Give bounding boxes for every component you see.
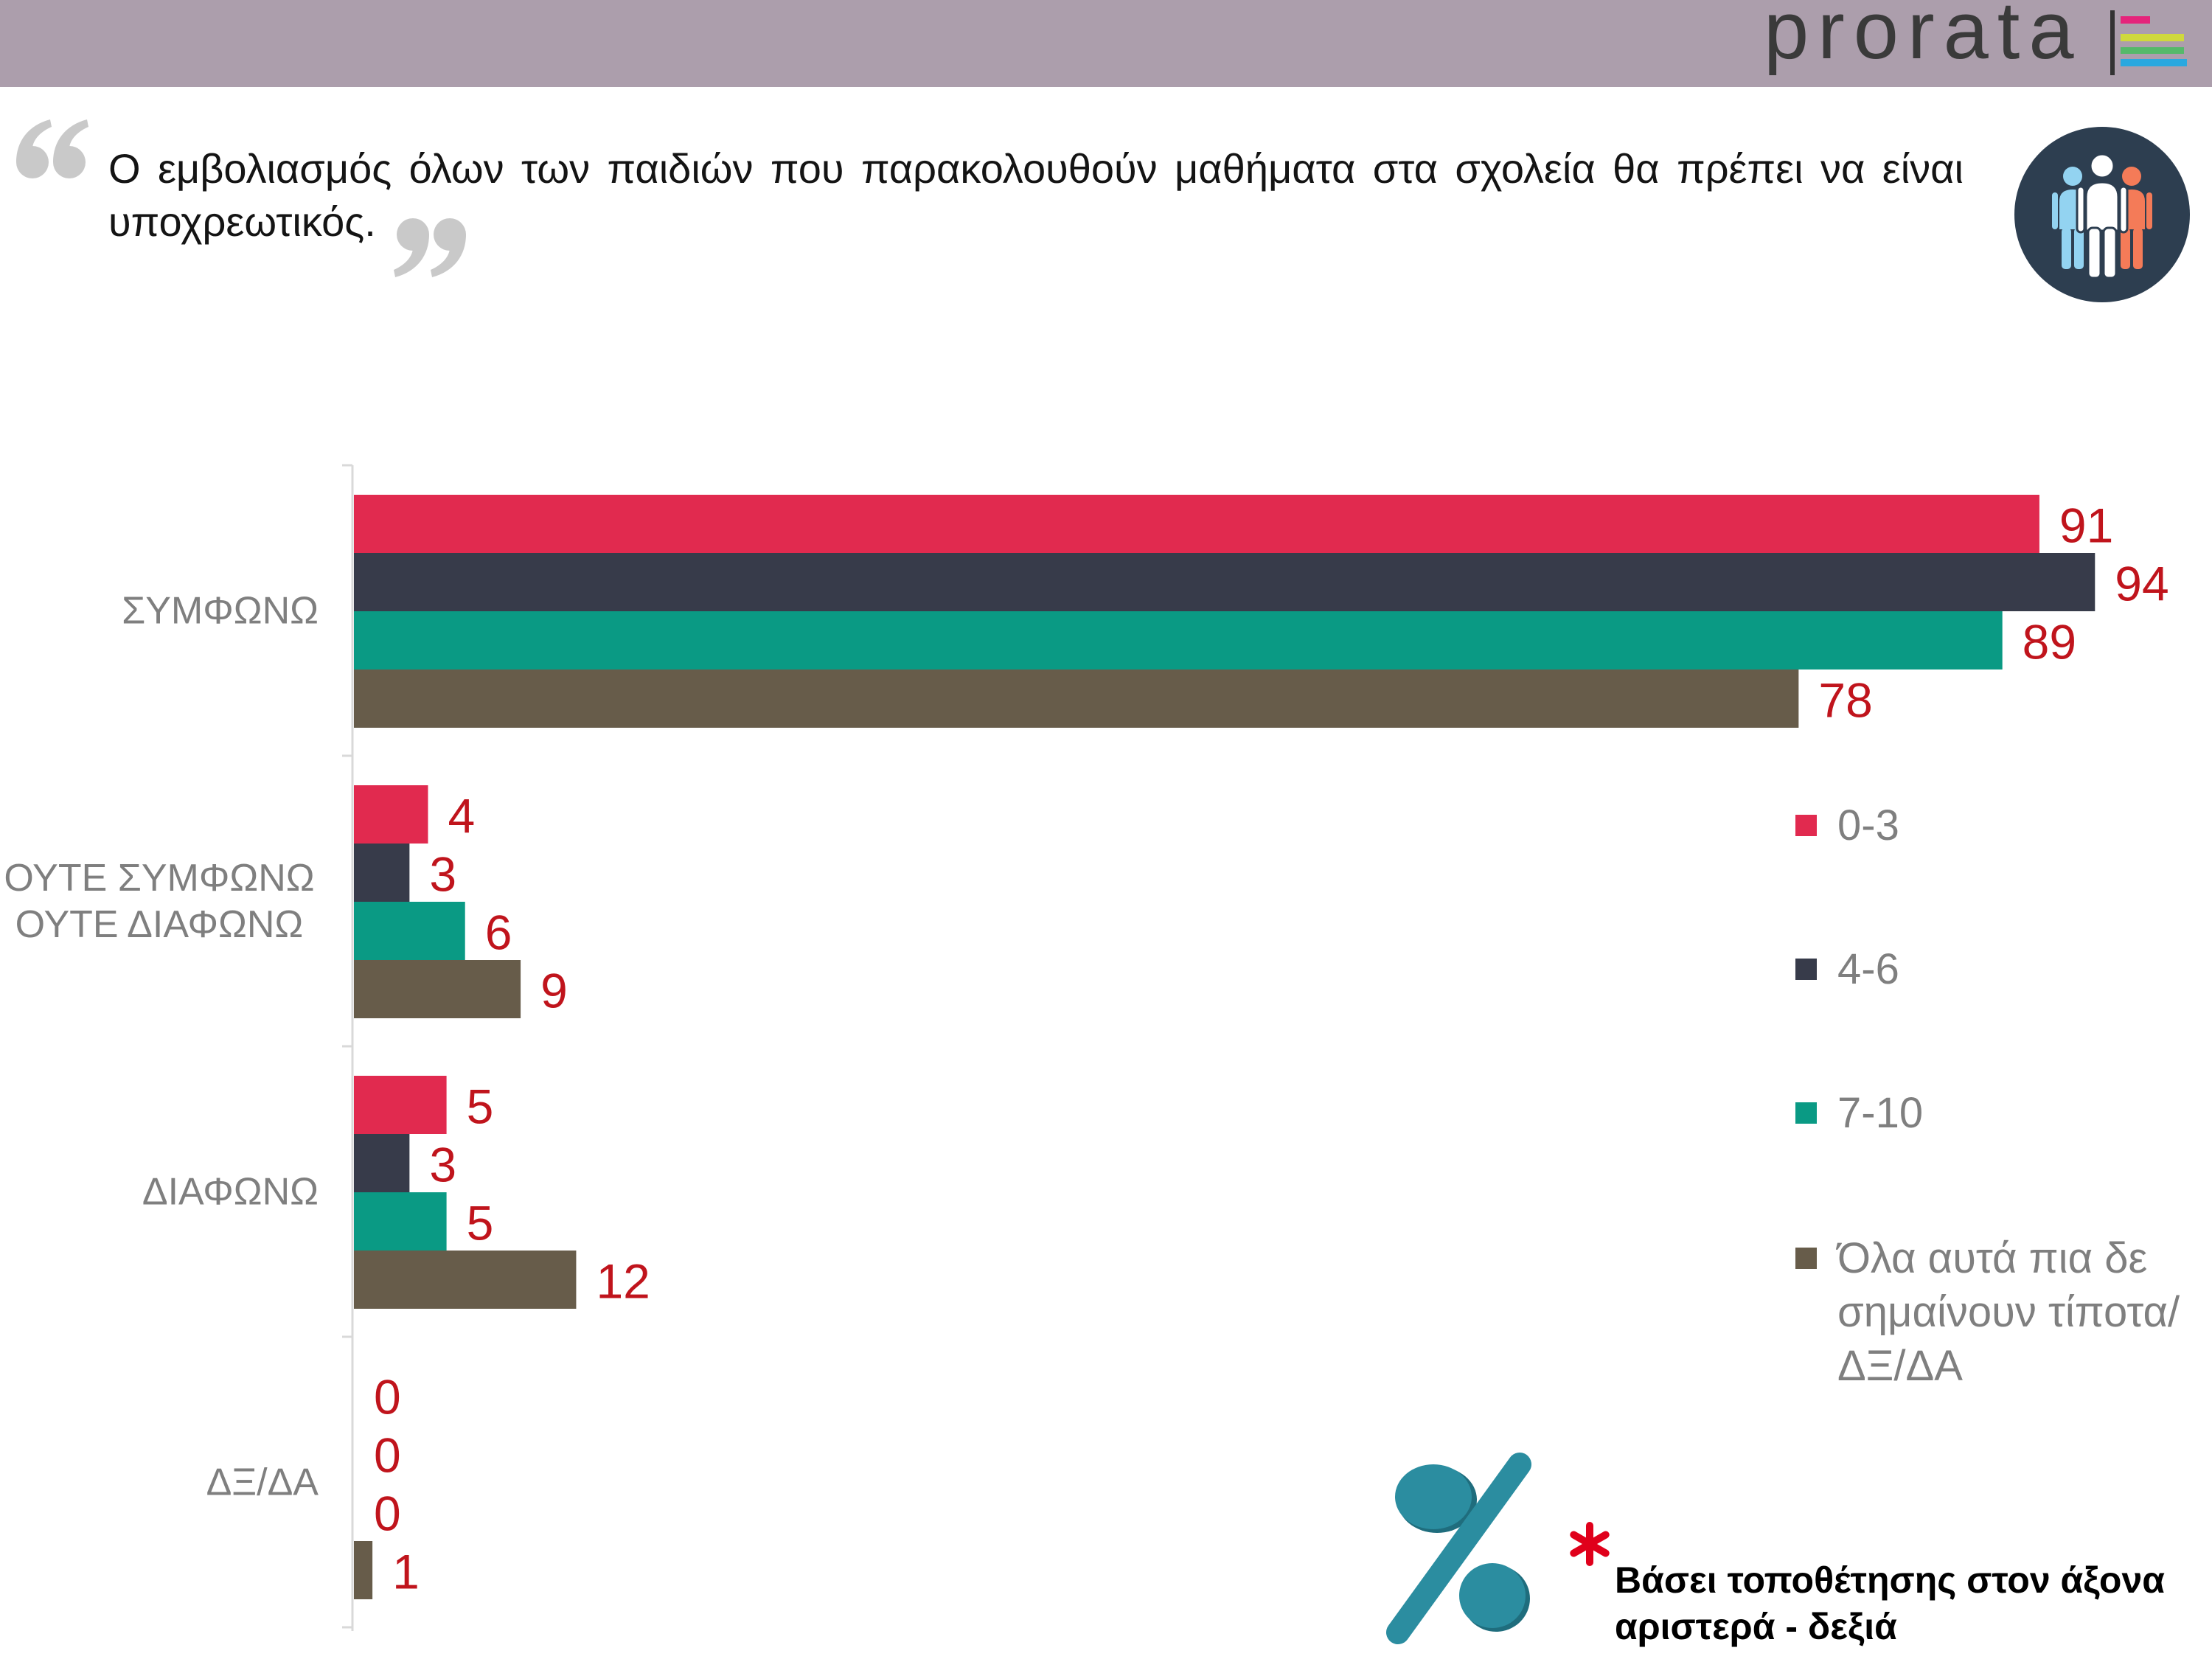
legend-swatch-2 — [1795, 959, 1817, 980]
footnote-text: Βάσει τοποθέτησης στον άξονα αριστερά - … — [1615, 1559, 2165, 1647]
data-label-series-2-category-3: 3 — [429, 1138, 456, 1192]
bar-series-2-category-2 — [354, 844, 410, 902]
category-label-4: ΔΞ/ΔΑ — [206, 1461, 319, 1504]
data-label-series-2-category-2: 3 — [429, 847, 456, 902]
legend-label-2: 4-6 — [1837, 945, 1899, 993]
logo-text: prorata — [1764, 0, 2083, 76]
bar-series-1-category-1 — [354, 495, 2039, 553]
category-label-2: ΟΥΤΕ ΣΥΜΦΩΝΩ ΟΥΤΕ ΔΙΑΦΩΝΩ — [4, 857, 315, 946]
data-label-series-1-category-4: 0 — [374, 1370, 401, 1425]
percent-icon — [1386, 1453, 1531, 1644]
legend-label-1: 0-3 — [1837, 801, 1899, 849]
legend-swatch-1 — [1795, 815, 1817, 836]
bar-series-4-category-4 — [354, 1541, 373, 1599]
question-text: Ο εμβολιασμός όλων των παιδιών που παρακ… — [108, 145, 1964, 245]
data-label-series-1-category-2: 4 — [448, 789, 475, 844]
data-label-series-4-category-2: 9 — [540, 964, 568, 1018]
data-label-series-3-category-1: 89 — [2023, 615, 2076, 669]
data-label-series-1-category-1: 91 — [2059, 498, 2113, 553]
data-label-series-3-category-3: 5 — [467, 1196, 494, 1251]
bar-series-1-category-3 — [354, 1076, 447, 1134]
category-label-1: ΣΥΜΦΩΝΩ — [122, 589, 319, 633]
legend-swatch-3 — [1795, 1102, 1817, 1124]
data-label-series-4-category-1: 78 — [1818, 673, 1872, 728]
bar-series-3-category-2 — [354, 902, 465, 960]
data-label-series-2-category-1: 94 — [2115, 557, 2168, 611]
bar-chart: 91 4 5 0 94 3 3 0 89 6 5 0 78 9 12 1 — [342, 464, 2169, 1631]
bar-series-3-category-3 — [354, 1192, 447, 1251]
open-quote-icon — [16, 119, 88, 178]
bar-series-2-category-1 — [354, 553, 2096, 611]
legend-swatch-4 — [1795, 1248, 1817, 1269]
header-bar: prorata — [0, 0, 2212, 87]
data-label-series-4-category-4: 1 — [392, 1545, 420, 1599]
data-label-series-3-category-2: 6 — [485, 905, 512, 960]
data-label-series-2-category-4: 0 — [374, 1428, 401, 1483]
people-group-icon — [2014, 127, 2190, 302]
data-label-series-3-category-4: 0 — [374, 1486, 401, 1541]
close-quote-icon — [394, 218, 466, 277]
bar-series-2-category-3 — [354, 1134, 410, 1192]
bar-series-4-category-2 — [354, 960, 521, 1018]
legend-label-3: 7-10 — [1837, 1089, 1924, 1137]
data-label-series-1-category-3: 5 — [467, 1079, 494, 1134]
category-label-3: ΔΙΑΦΩΝΩ — [142, 1170, 319, 1214]
bar-series-4-category-1 — [354, 669, 1799, 728]
logo-stripes-icon — [2110, 10, 2187, 75]
asterisk-icon — [1570, 1522, 1610, 1566]
data-label-series-4-category-3: 12 — [596, 1254, 650, 1309]
bar-series-3-category-1 — [354, 611, 2003, 669]
bar-series-4-category-3 — [354, 1251, 577, 1309]
legend-label-4: Όλα αυτά πια δε σημαίνουν τίποτα/ΔΞ/ΔΑ — [1837, 1234, 2180, 1390]
bar-series-1-category-2 — [354, 785, 428, 844]
